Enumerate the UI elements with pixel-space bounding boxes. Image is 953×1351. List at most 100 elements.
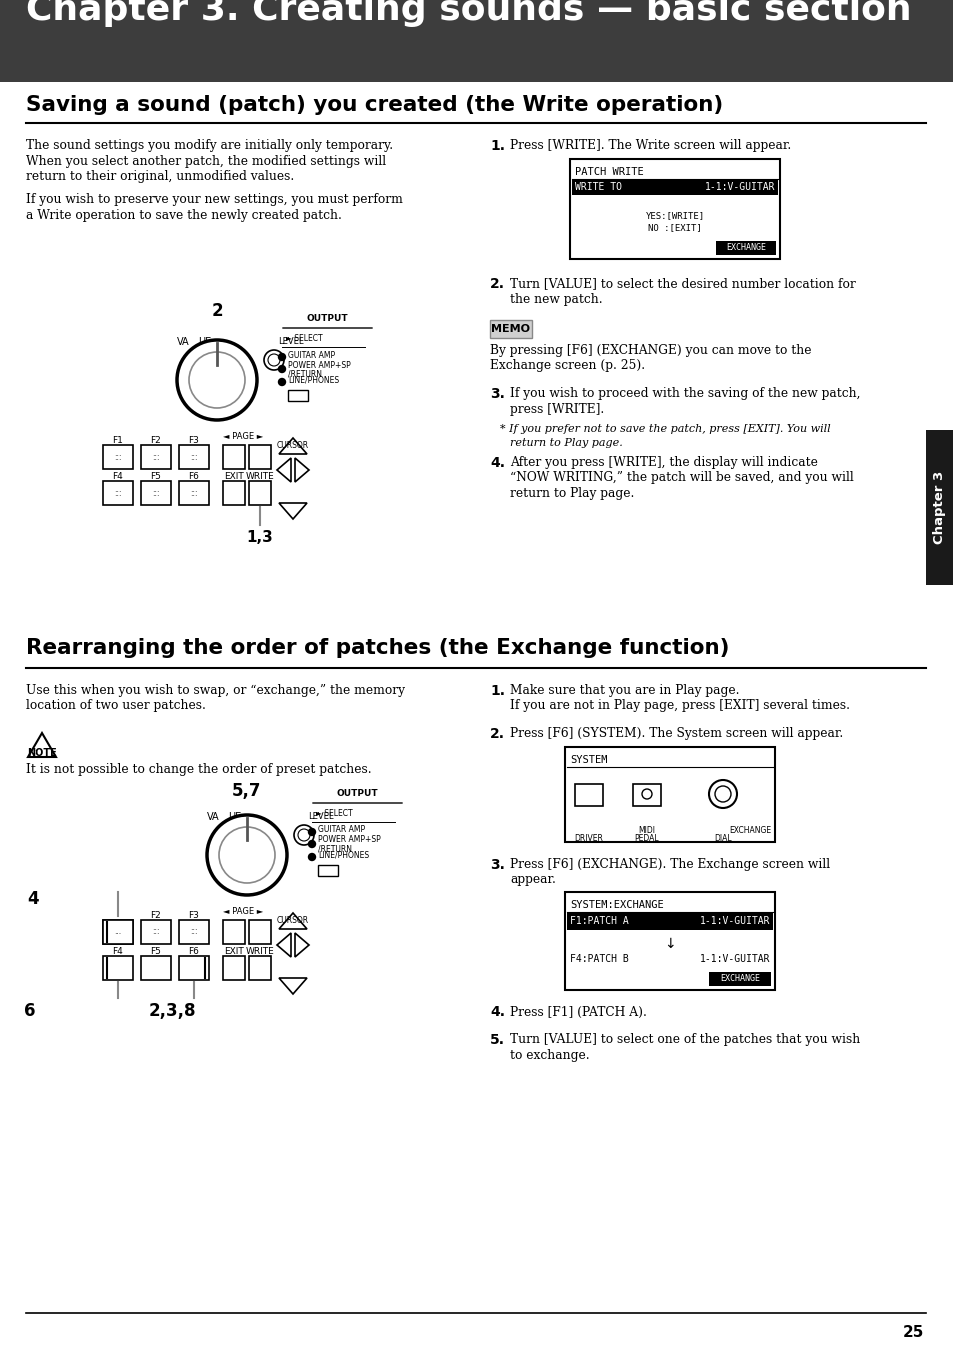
Text: After you press [WRITE], the display will indicate: After you press [WRITE], the display wil… <box>510 457 817 469</box>
Text: If you wish to proceed with the saving of the new patch,: If you wish to proceed with the saving o… <box>510 386 860 400</box>
Polygon shape <box>278 913 307 929</box>
Text: GUITAR AMP: GUITAR AMP <box>288 350 335 359</box>
Polygon shape <box>278 503 307 519</box>
Text: /RETURN: /RETURN <box>317 844 352 854</box>
Text: CURSOR: CURSOR <box>276 440 309 450</box>
Text: It is not possible to change the order of preset patches.: It is not possible to change the order o… <box>26 763 372 775</box>
Text: ◄ PAGE ►: ◄ PAGE ► <box>223 432 263 440</box>
Bar <box>566 912 772 929</box>
Bar <box>564 747 774 842</box>
Text: When you select another patch, the modified settings will: When you select another patch, the modif… <box>26 154 386 168</box>
Text: 1.: 1. <box>490 684 504 698</box>
Text: 1-1:V-GUITAR: 1-1:V-GUITAR <box>699 916 769 925</box>
Bar <box>633 784 660 807</box>
Circle shape <box>308 854 315 861</box>
Text: WRITE: WRITE <box>245 471 274 481</box>
Text: 1,3: 1,3 <box>247 530 274 544</box>
Text: 6: 6 <box>24 1002 35 1020</box>
Text: POWER AMP+SP: POWER AMP+SP <box>288 361 351 370</box>
Text: F4:PATCH B: F4:PATCH B <box>569 955 628 965</box>
Text: GUITAR AMP: GUITAR AMP <box>317 825 365 835</box>
Text: a Write operation to save the newly created patch.: a Write operation to save the newly crea… <box>26 209 341 222</box>
Bar <box>103 481 132 505</box>
Bar <box>569 159 780 259</box>
Bar <box>223 920 245 944</box>
Text: the new patch.: the new patch. <box>510 293 602 305</box>
Bar <box>317 865 337 875</box>
Bar <box>490 320 532 338</box>
Text: F3: F3 <box>189 911 199 920</box>
Text: WRITE: WRITE <box>245 947 274 957</box>
Circle shape <box>278 366 285 373</box>
Text: :::: ::: <box>190 928 197 936</box>
Text: appear.: appear. <box>510 874 556 886</box>
Bar <box>223 481 245 505</box>
Text: PEDAL: PEDAL <box>634 834 659 843</box>
Text: 2.: 2. <box>490 277 504 290</box>
Text: /RETURN: /RETURN <box>288 370 322 378</box>
Text: ◄ PAGE ►: ◄ PAGE ► <box>223 907 263 916</box>
Text: OUTPUT: OUTPUT <box>306 313 348 323</box>
Text: 3.: 3. <box>490 386 504 401</box>
Polygon shape <box>294 458 309 482</box>
Text: If you wish to preserve your new settings, you must perform: If you wish to preserve your new setting… <box>26 193 402 207</box>
Text: CURSOR: CURSOR <box>276 916 309 925</box>
Text: 4: 4 <box>27 890 38 908</box>
Text: Use this when you wish to swap, or “exchange,” the memory: Use this when you wish to swap, or “exch… <box>26 684 405 697</box>
Bar <box>141 957 171 979</box>
Bar <box>141 920 171 944</box>
Text: :::: ::: <box>152 928 159 936</box>
Text: VA: VA <box>176 336 189 347</box>
Bar <box>141 444 171 469</box>
Polygon shape <box>278 438 307 454</box>
Text: By pressing [F6] (EXCHANGE) you can move to the: By pressing [F6] (EXCHANGE) you can move… <box>490 345 811 357</box>
Circle shape <box>264 350 284 370</box>
Text: EXCHANGE: EXCHANGE <box>728 825 770 835</box>
Text: VA: VA <box>207 812 219 821</box>
Text: ...: ... <box>114 928 121 936</box>
Bar <box>179 920 209 944</box>
Text: :::: ::: <box>152 489 159 497</box>
Text: EXIT: EXIT <box>224 471 244 481</box>
Text: 2: 2 <box>211 303 223 320</box>
Text: 4.: 4. <box>490 1005 504 1020</box>
Bar <box>141 481 171 505</box>
Text: Press [WRITE]. The Write screen will appear.: Press [WRITE]. The Write screen will app… <box>510 139 790 153</box>
Text: ► SELECT: ► SELECT <box>286 334 322 343</box>
Circle shape <box>278 378 285 385</box>
Text: DRIVER: DRIVER <box>574 834 603 843</box>
Text: YES:[WRITE]: YES:[WRITE] <box>645 211 704 220</box>
Bar <box>572 178 778 195</box>
Text: If you are not in Play page, press [EXIT] several times.: If you are not in Play page, press [EXIT… <box>510 700 849 712</box>
Text: Press [F6] (EXCHANGE). The Exchange screen will: Press [F6] (EXCHANGE). The Exchange scre… <box>510 858 829 871</box>
Text: 1-1:V-GUITAR: 1-1:V-GUITAR <box>703 182 774 192</box>
Text: LEVEL: LEVEL <box>277 336 303 346</box>
Bar <box>179 481 209 505</box>
Text: EXCHANGE: EXCHANGE <box>720 974 760 984</box>
Bar <box>288 390 308 401</box>
Text: press [WRITE].: press [WRITE]. <box>510 403 603 416</box>
Circle shape <box>294 825 314 844</box>
Text: ► SELECT: ► SELECT <box>315 809 353 817</box>
Bar <box>0 0 953 82</box>
Text: :::: ::: <box>152 453 159 462</box>
Text: 1-1:V-GUITAR: 1-1:V-GUITAR <box>699 955 769 965</box>
Text: F1: F1 <box>112 436 123 444</box>
Circle shape <box>207 815 287 894</box>
Text: SYSTEM:EXCHANGE: SYSTEM:EXCHANGE <box>569 900 663 909</box>
Text: location of two user patches.: location of two user patches. <box>26 700 206 712</box>
Text: POWER AMP+SP: POWER AMP+SP <box>317 835 380 844</box>
Bar <box>223 444 245 469</box>
Text: Rearranging the order of patches (the Exchange function): Rearranging the order of patches (the Ex… <box>26 638 729 658</box>
Text: 5.: 5. <box>490 1034 504 1047</box>
Bar <box>249 444 271 469</box>
Text: NO :[EXIT]: NO :[EXIT] <box>647 223 701 232</box>
Bar <box>103 920 132 944</box>
Text: UE: UE <box>198 336 212 347</box>
Text: EXCHANGE: EXCHANGE <box>725 243 765 253</box>
Bar <box>103 957 132 979</box>
Polygon shape <box>28 734 56 757</box>
Text: 5,7: 5,7 <box>232 782 261 800</box>
Text: return to Play page.: return to Play page. <box>510 438 622 449</box>
Text: PATCH WRITE: PATCH WRITE <box>575 168 643 177</box>
